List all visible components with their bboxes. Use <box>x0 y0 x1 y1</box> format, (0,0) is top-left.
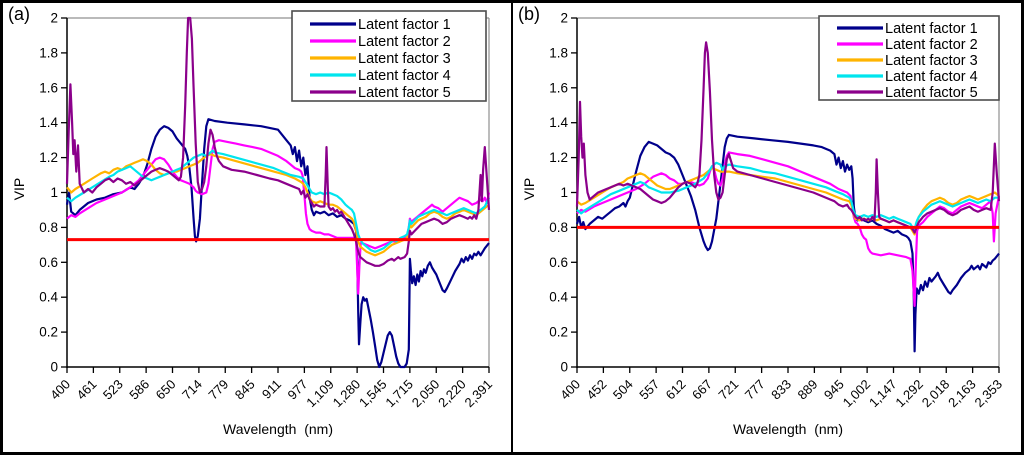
series-line-latent-factor-3 <box>66 153 490 257</box>
y-tick-label: 1.4 <box>39 115 58 130</box>
y-tick-label: 2 <box>560 11 568 26</box>
y-tick-label: 0.4 <box>39 290 58 305</box>
x-tick-label: 400 <box>47 377 73 403</box>
y-tick-label: 1.8 <box>549 45 568 60</box>
legend-label-latent-factor-4: Latent factor 4 <box>358 68 451 84</box>
x-tick-label: 1,109 <box>303 377 337 411</box>
x-tick-label: 721 <box>715 377 741 403</box>
y-tick-label: 0.6 <box>39 255 58 270</box>
panel-b-label: (b) <box>518 4 540 24</box>
x-tick-label: 400 <box>557 377 583 403</box>
y-axis: 0 0.2 0.4 0.6 0.8 1 1.2 1.4 1.6 1.8 2 <box>39 11 68 375</box>
x-tick-label: 2,163 <box>945 377 979 411</box>
legend-label-latent-factor-5: Latent factor 5 <box>358 85 451 101</box>
panel-b-y-axis-title: VIP <box>521 177 537 201</box>
x-tick-label: 1,545 <box>356 377 390 411</box>
x-tick-label: 833 <box>768 377 794 403</box>
x-tick-label: 2,353 <box>972 377 1006 411</box>
y-tick-label: 0.4 <box>549 290 568 305</box>
panel-a-y-axis-title: VIP <box>11 177 27 201</box>
y-tick-label: 0.8 <box>39 220 58 235</box>
y-tick-label: 1.4 <box>549 115 568 130</box>
series-line-latent-factor-5 <box>575 41 1001 234</box>
x-tick-label: 2,220 <box>435 377 469 411</box>
y-tick-label: 1.8 <box>39 45 58 60</box>
x-tick-label: 504 <box>610 377 636 403</box>
x-tick-label: 461 <box>74 377 100 403</box>
y-axis: 0 0.2 0.4 0.6 0.8 1 1.2 1.4 1.6 1.8 2 <box>549 11 578 375</box>
series-line-latent-factor-1 <box>575 133 1000 353</box>
y-tick-label: 0 <box>560 360 568 375</box>
x-tick-label: 1,280 <box>330 377 364 411</box>
x-tick-label: 779 <box>205 377 231 403</box>
panel-b-x-axis-title: Wavelength (nm) <box>733 421 843 437</box>
x-tick-label: 1,147 <box>866 377 900 411</box>
x-tick-label: 2,018 <box>919 377 953 411</box>
x-tick-label: 1,002 <box>840 377 874 411</box>
x-tick-label: 911 <box>259 377 284 402</box>
y-tick-label: 1.6 <box>549 80 568 95</box>
y-tick-label: 0.2 <box>39 325 58 340</box>
panel-b: (b) VIP 0 0.2 0.4 0.6 0.8 1 1.2 1.4 1.6 1.8 2 400 45… <box>512 2 1022 453</box>
x-tick-label: 612 <box>663 377 689 403</box>
legend-label-latent-factor-2: Latent factor 2 <box>358 34 451 50</box>
x-tick-label: 557 <box>636 377 662 403</box>
x-tick-label: 889 <box>795 377 821 403</box>
x-tick-label: 1,715 <box>382 377 416 411</box>
y-tick-label: 0.6 <box>549 255 568 270</box>
legend-label-latent-factor-5: Latent factor 5 <box>885 85 978 101</box>
y-tick-label: 1 <box>50 185 58 200</box>
y-tick-label: 1.6 <box>39 80 58 95</box>
x-axis: 400 461 523 586 650 714 779 845 911 9771,1091,280… <box>47 366 496 411</box>
x-tick-label: 523 <box>100 377 126 403</box>
legend-label-latent-factor-1: Latent factor 1 <box>358 17 451 33</box>
legend-label-latent-factor-1: Latent factor 1 <box>885 21 978 37</box>
y-tick-label: 1.2 <box>39 150 58 165</box>
x-tick-label: 667 <box>689 377 715 403</box>
x-tick-label: 2,050 <box>409 377 443 411</box>
panel-a-chart: 0 0.2 0.4 0.6 0.8 1 1.2 1.4 1.6 1.8 2 400 461 523 586 6… <box>39 10 496 411</box>
panel-a-x-axis-title: Wavelength (nm) <box>223 421 333 437</box>
y-tick-label: 1.2 <box>549 150 568 165</box>
series-line-latent-factor-2 <box>576 151 1001 307</box>
series-line-latent-factor-3 <box>576 167 1000 236</box>
y-tick-label: 1 <box>560 185 568 200</box>
series-line-latent-factor-5 <box>65 16 491 267</box>
series-line-latent-factor-4 <box>576 161 999 232</box>
x-tick-label: 777 <box>742 377 768 403</box>
y-tick-label: 0.2 <box>549 325 568 340</box>
x-tick-label: 2,391 <box>462 377 496 411</box>
legend-box <box>818 15 1000 101</box>
x-tick-label: 586 <box>126 377 152 403</box>
legend-label-latent-factor-3: Latent factor 3 <box>358 51 451 67</box>
y-tick-label: 0.8 <box>549 220 568 235</box>
panel-a: (a) VIP 0 0.2 0.4 0.6 0.8 1 1.2 1.4 1.6 1.8 2 400 46… <box>2 2 512 453</box>
x-tick-label: 845 <box>232 377 258 403</box>
x-tick-label: 1,292 <box>892 377 926 411</box>
y-tick-label: 0 <box>50 360 58 375</box>
panel-a-label: (a) <box>8 4 30 24</box>
x-tick-label: 452 <box>584 377 610 403</box>
legend-box <box>291 10 487 102</box>
x-axis: 400 452 504 557 612 667 721 777 833 889 9451,0021,… <box>557 366 1006 411</box>
legend-label-latent-factor-3: Latent factor 3 <box>885 53 978 69</box>
x-tick-label: 650 <box>153 377 179 403</box>
y-tick-label: 2 <box>50 11 58 26</box>
series-line-latent-factor-4 <box>66 149 490 253</box>
legend-label-latent-factor-4: Latent factor 4 <box>885 69 978 85</box>
x-tick-label: 714 <box>179 377 205 403</box>
legend-label-latent-factor-2: Latent factor 2 <box>885 37 978 53</box>
